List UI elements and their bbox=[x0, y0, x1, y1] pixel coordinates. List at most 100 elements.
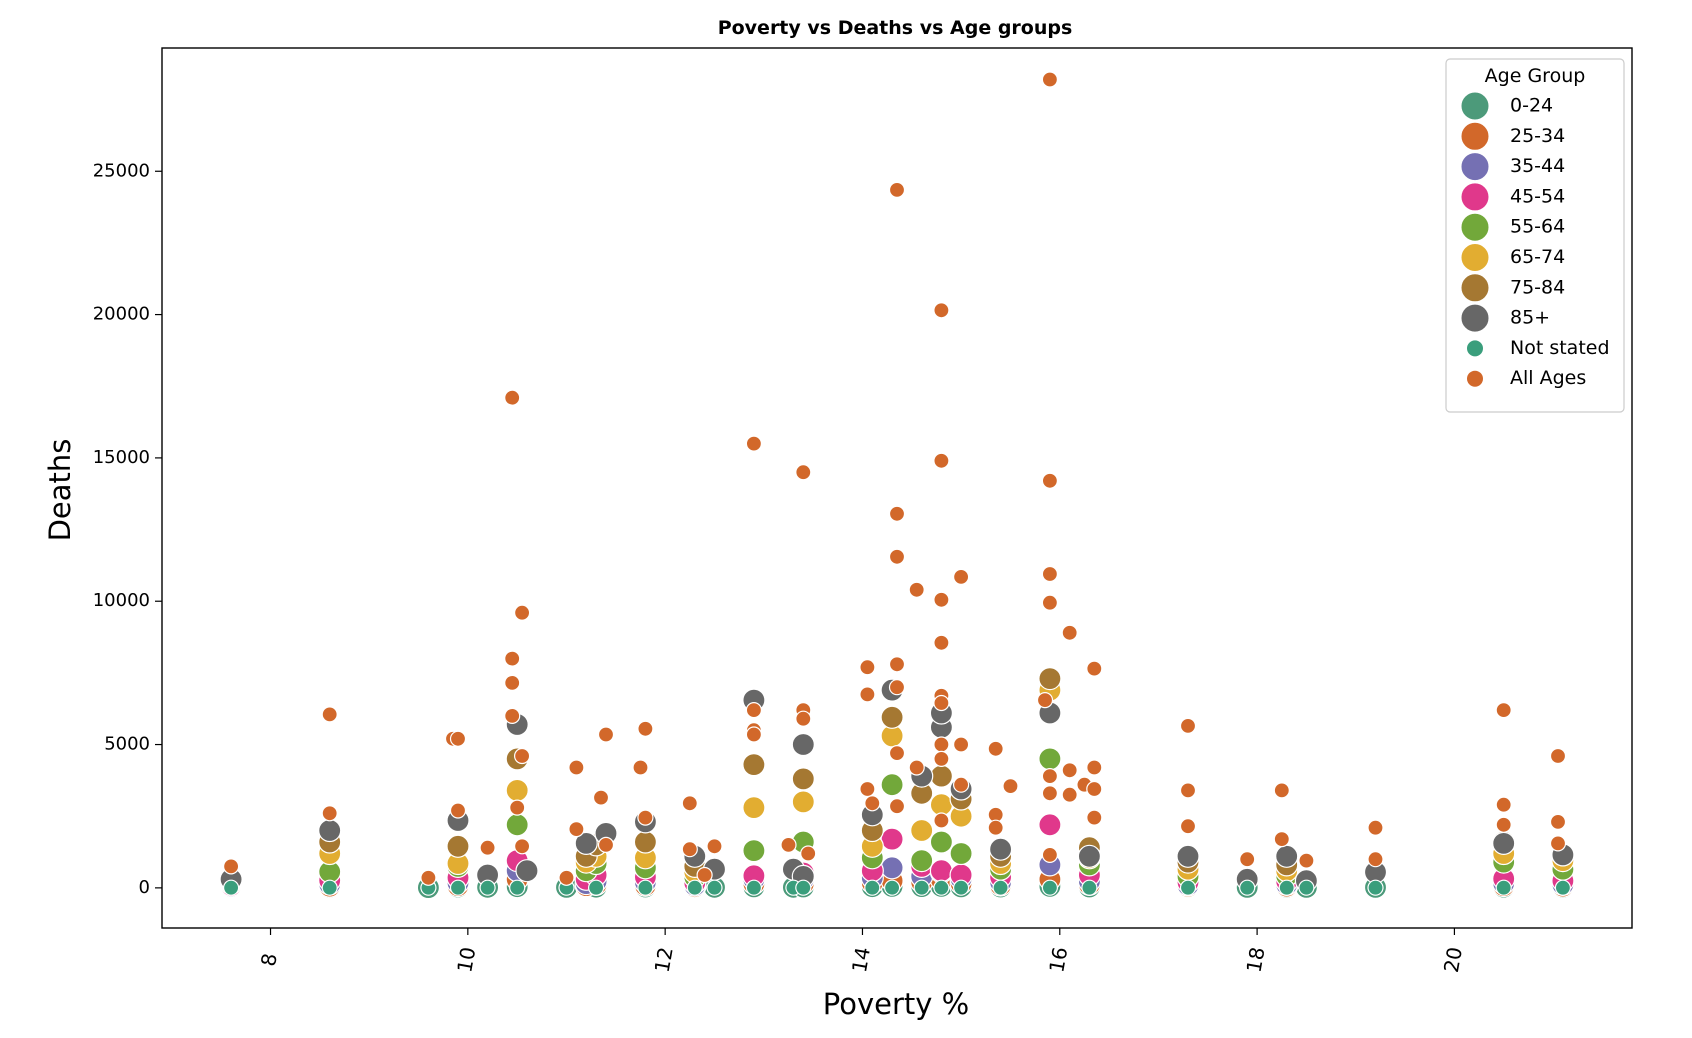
data-point bbox=[952, 776, 970, 793]
data-point bbox=[745, 701, 763, 719]
data-point bbox=[1036, 691, 1054, 709]
data-point bbox=[859, 659, 876, 676]
data-point bbox=[1041, 594, 1059, 611]
data-point bbox=[864, 879, 881, 896]
data-point bbox=[888, 656, 906, 673]
data-point bbox=[933, 302, 950, 319]
data-point bbox=[420, 869, 437, 886]
data-point bbox=[949, 841, 973, 866]
data-point bbox=[632, 759, 649, 776]
data-point bbox=[795, 710, 812, 727]
legend-item: 25-34 bbox=[1460, 121, 1565, 151]
data-point bbox=[1038, 666, 1062, 691]
data-point bbox=[880, 705, 904, 729]
data-point bbox=[1273, 782, 1290, 799]
data-point bbox=[504, 650, 521, 667]
legend-item: All Ages bbox=[1466, 367, 1586, 389]
data-point bbox=[745, 879, 763, 896]
data-point bbox=[1086, 759, 1103, 776]
data-point bbox=[515, 859, 539, 883]
legend-item: 35-44 bbox=[1460, 152, 1565, 182]
data-point bbox=[1041, 846, 1059, 864]
x-tick-label: 12 bbox=[650, 945, 678, 974]
data-point bbox=[1239, 879, 1256, 896]
y-axis-ticks: 0 5000 10000 15000 20000 25000 bbox=[93, 160, 162, 898]
data-point bbox=[880, 827, 904, 851]
legend-label: 45-54 bbox=[1510, 185, 1565, 207]
data-point bbox=[568, 759, 585, 776]
data-point bbox=[1041, 71, 1059, 88]
data-point bbox=[505, 778, 529, 803]
data-point bbox=[933, 452, 950, 469]
data-point bbox=[888, 679, 906, 696]
data-point bbox=[587, 879, 605, 896]
legend-label: 55-64 bbox=[1510, 216, 1565, 238]
data-point bbox=[1041, 785, 1059, 802]
legend-marker bbox=[1460, 121, 1490, 151]
data-point bbox=[859, 686, 876, 703]
legend-label: 0-24 bbox=[1510, 95, 1553, 117]
data-point bbox=[908, 759, 925, 776]
legend-title: Age Group bbox=[1485, 65, 1586, 87]
data-point bbox=[592, 789, 610, 806]
data-point bbox=[888, 548, 906, 565]
data-point bbox=[929, 859, 954, 883]
data-point bbox=[1495, 879, 1512, 896]
x-axis-label: Poverty % bbox=[823, 987, 969, 1021]
data-point bbox=[992, 879, 1009, 896]
data-point bbox=[933, 591, 950, 608]
data-point bbox=[505, 813, 529, 837]
data-point bbox=[880, 856, 904, 880]
legend-label: All Ages bbox=[1510, 367, 1586, 389]
data-point bbox=[1077, 844, 1102, 868]
legend-marker bbox=[1460, 212, 1490, 242]
data-point bbox=[1273, 830, 1290, 848]
data-point bbox=[791, 790, 815, 814]
data-point bbox=[504, 707, 521, 725]
data-point bbox=[933, 879, 950, 896]
x-tick-label: 20 bbox=[1439, 945, 1467, 974]
data-point bbox=[706, 879, 723, 896]
data-point bbox=[742, 795, 766, 820]
data-point bbox=[1239, 851, 1256, 868]
x-axis-ticks: 8 10 12 14 16 18 20 bbox=[256, 928, 1467, 974]
data-point bbox=[745, 726, 763, 743]
data-point bbox=[446, 834, 470, 858]
data-point bbox=[686, 879, 703, 896]
data-point bbox=[479, 879, 496, 896]
data-point bbox=[509, 799, 526, 816]
data-point bbox=[864, 795, 881, 812]
data-point bbox=[223, 879, 240, 896]
legend-label: 65-74 bbox=[1510, 246, 1565, 268]
legend-item: 55-64 bbox=[1460, 212, 1565, 242]
data-point bbox=[1081, 879, 1098, 896]
y-tick-label: 5000 bbox=[104, 734, 150, 755]
data-point bbox=[449, 802, 467, 819]
data-point bbox=[791, 732, 815, 757]
data-point bbox=[696, 866, 713, 884]
data-point bbox=[479, 839, 496, 856]
data-point bbox=[1275, 844, 1299, 868]
legend-marker bbox=[1460, 303, 1490, 333]
legend-label: 85+ bbox=[1510, 307, 1550, 329]
data-point bbox=[558, 869, 575, 886]
data-point bbox=[1041, 879, 1059, 896]
data-point bbox=[795, 464, 812, 481]
data-point bbox=[800, 845, 817, 862]
plot-marks bbox=[219, 71, 1575, 900]
legend-item: 85+ bbox=[1460, 303, 1550, 333]
data-point bbox=[1086, 660, 1103, 677]
data-point bbox=[742, 838, 766, 863]
data-point bbox=[952, 879, 970, 896]
data-point bbox=[988, 837, 1013, 861]
data-point bbox=[1549, 813, 1567, 831]
data-point bbox=[321, 879, 338, 896]
y-axis-label: Deaths bbox=[43, 439, 77, 542]
data-point bbox=[933, 736, 950, 753]
data-point bbox=[1176, 844, 1200, 868]
data-point bbox=[223, 858, 240, 875]
data-point bbox=[1002, 777, 1019, 795]
data-point bbox=[1041, 767, 1059, 785]
